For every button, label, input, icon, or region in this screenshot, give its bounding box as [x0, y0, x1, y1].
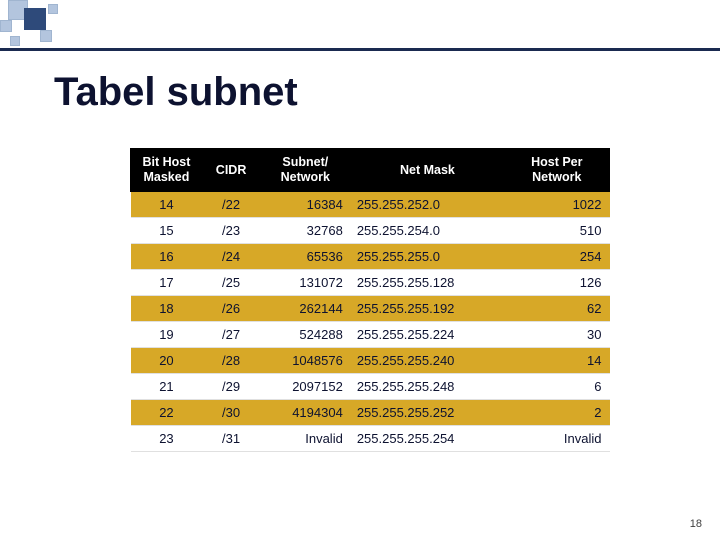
cell-subnet-network: 2097152 — [260, 374, 351, 400]
cell-cidr: /24 — [202, 244, 259, 270]
slide-decoration — [0, 0, 220, 60]
cell-subnet-network: 262144 — [260, 296, 351, 322]
cell-bit-host-masked: 19 — [131, 322, 203, 348]
cell-cidr: /28 — [202, 348, 259, 374]
table-row: 21/292097152255.255.255.2486 — [131, 374, 610, 400]
page-number: 18 — [690, 518, 702, 530]
cell-net-mask: 255.255.255.240 — [351, 348, 504, 374]
cell-cidr: /26 — [202, 296, 259, 322]
cell-subnet-network: 4194304 — [260, 400, 351, 426]
cell-cidr: /25 — [202, 270, 259, 296]
col-header-host-per-network: Host Per Network — [504, 149, 609, 192]
cell-bit-host-masked: 18 — [131, 296, 203, 322]
table-row: 16/2465536255.255.255.0254 — [131, 244, 610, 270]
cell-cidr: /29 — [202, 374, 259, 400]
table-row: 15/2332768255.255.254.0510 — [131, 218, 610, 244]
cell-host-per-network: 14 — [504, 348, 609, 374]
cell-bit-host-masked: 22 — [131, 400, 203, 426]
col-header-net-mask: Net Mask — [351, 149, 504, 192]
cell-net-mask: 255.255.255.192 — [351, 296, 504, 322]
cell-net-mask: 255.255.254.0 — [351, 218, 504, 244]
table-row: 17/25131072255.255.255.128126 — [131, 270, 610, 296]
cell-bit-host-masked: 17 — [131, 270, 203, 296]
cell-host-per-network: 510 — [504, 218, 609, 244]
cell-host-per-network: 126 — [504, 270, 609, 296]
cell-bit-host-masked: 15 — [131, 218, 203, 244]
table-row: 22/304194304255.255.255.2522 — [131, 400, 610, 426]
cell-host-per-network: 254 — [504, 244, 609, 270]
cell-host-per-network: 62 — [504, 296, 609, 322]
cell-net-mask: 255.255.255.128 — [351, 270, 504, 296]
col-header-bit-host-masked: Bit Host Masked — [131, 149, 203, 192]
table-header-row: Bit Host Masked CIDR Subnet/ Network Net… — [131, 149, 610, 192]
col-header-cidr: CIDR — [202, 149, 259, 192]
cell-cidr: /31 — [202, 426, 259, 452]
cell-net-mask: 255.255.252.0 — [351, 192, 504, 218]
cell-bit-host-masked: 14 — [131, 192, 203, 218]
horizontal-rule — [0, 48, 720, 51]
subnet-table-container: Bit Host Masked CIDR Subnet/ Network Net… — [130, 148, 610, 452]
cell-subnet-network: 16384 — [260, 192, 351, 218]
cell-cidr: /30 — [202, 400, 259, 426]
cell-net-mask: 255.255.255.248 — [351, 374, 504, 400]
cell-subnet-network: Invalid — [260, 426, 351, 452]
cell-net-mask: 255.255.255.224 — [351, 322, 504, 348]
table-row: 19/27524288255.255.255.22430 — [131, 322, 610, 348]
slide-title: Tabel subnet — [54, 70, 298, 115]
cell-net-mask: 255.255.255.254 — [351, 426, 504, 452]
table-row: 23/31Invalid255.255.255.254Invalid — [131, 426, 610, 452]
table-row: 18/26262144255.255.255.19262 — [131, 296, 610, 322]
cell-cidr: /27 — [202, 322, 259, 348]
subnet-table: Bit Host Masked CIDR Subnet/ Network Net… — [130, 148, 610, 452]
cell-cidr: /22 — [202, 192, 259, 218]
cell-bit-host-masked: 23 — [131, 426, 203, 452]
cell-subnet-network: 524288 — [260, 322, 351, 348]
col-header-subnet-network: Subnet/ Network — [260, 149, 351, 192]
table-row: 14/2216384255.255.252.01022 — [131, 192, 610, 218]
cell-subnet-network: 1048576 — [260, 348, 351, 374]
cell-host-per-network: 6 — [504, 374, 609, 400]
cell-subnet-network: 65536 — [260, 244, 351, 270]
cell-net-mask: 255.255.255.252 — [351, 400, 504, 426]
cell-host-per-network: Invalid — [504, 426, 609, 452]
cell-bit-host-masked: 21 — [131, 374, 203, 400]
cell-host-per-network: 1022 — [504, 192, 609, 218]
cell-subnet-network: 32768 — [260, 218, 351, 244]
cell-bit-host-masked: 20 — [131, 348, 203, 374]
cell-cidr: /23 — [202, 218, 259, 244]
cell-host-per-network: 30 — [504, 322, 609, 348]
cell-bit-host-masked: 16 — [131, 244, 203, 270]
cell-host-per-network: 2 — [504, 400, 609, 426]
cell-subnet-network: 131072 — [260, 270, 351, 296]
table-row: 20/281048576255.255.255.24014 — [131, 348, 610, 374]
cell-net-mask: 255.255.255.0 — [351, 244, 504, 270]
